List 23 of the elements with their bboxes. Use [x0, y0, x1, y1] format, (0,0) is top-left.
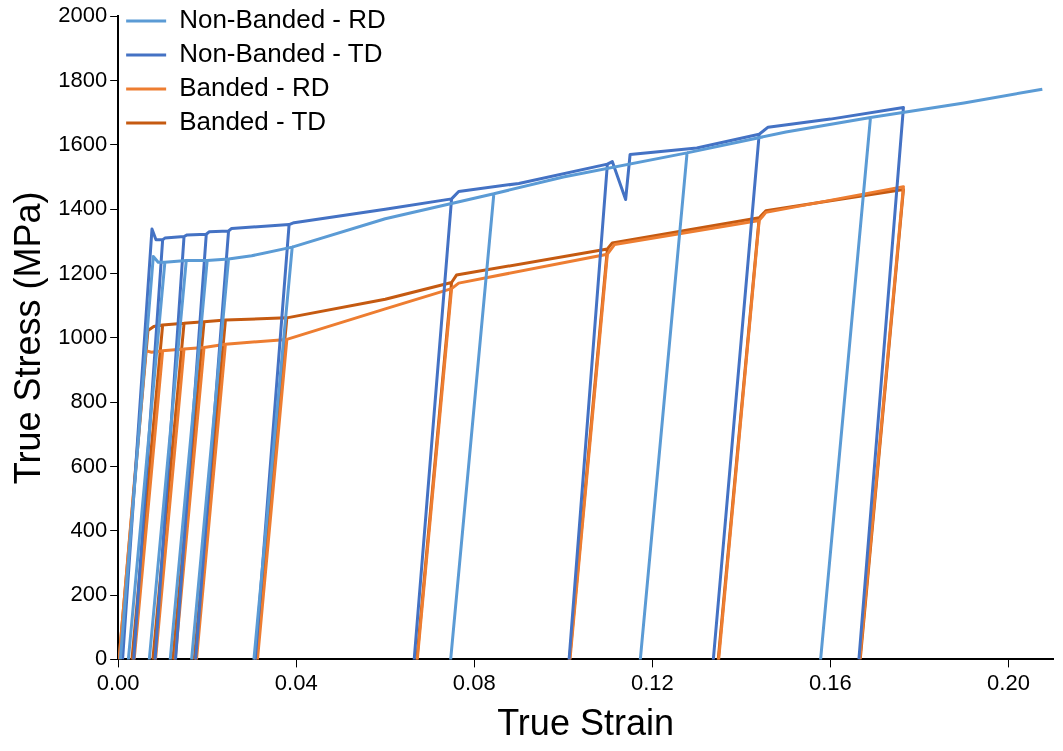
y-tick-label: 600	[70, 452, 108, 478]
y-tick-label: 200	[70, 581, 108, 607]
x-tick-label: 0.12	[630, 669, 674, 695]
y-tick-label: 1200	[58, 259, 108, 285]
y-tick-label: 1800	[58, 66, 108, 92]
legend-label: Banded - RD	[179, 72, 330, 103]
y-axis-title: True Stress (MPa)	[6, 191, 48, 485]
x-tick-label: 0.00	[96, 669, 140, 695]
legend-label: Non-Banded - RD	[179, 4, 386, 35]
x-tick-label: 0.20	[987, 669, 1030, 695]
y-tick-label: 2000	[58, 2, 108, 28]
y-tick-label: 400	[70, 516, 108, 542]
x-tick-label: 0.04	[274, 669, 318, 695]
x-tick-label: 0.08	[452, 669, 496, 695]
legend-label: Banded - TD	[179, 106, 327, 137]
y-tick-label: 0	[94, 645, 108, 671]
y-tick-label: 800	[70, 388, 108, 414]
legend-label: Non-Banded - TD	[179, 38, 383, 69]
y-tick-label: 1000	[58, 323, 108, 349]
x-tick-label: 0.16	[809, 669, 852, 695]
y-tick-label: 1600	[58, 130, 108, 156]
x-axis-title: True Strain	[497, 702, 674, 744]
y-tick-label: 1400	[58, 195, 108, 221]
